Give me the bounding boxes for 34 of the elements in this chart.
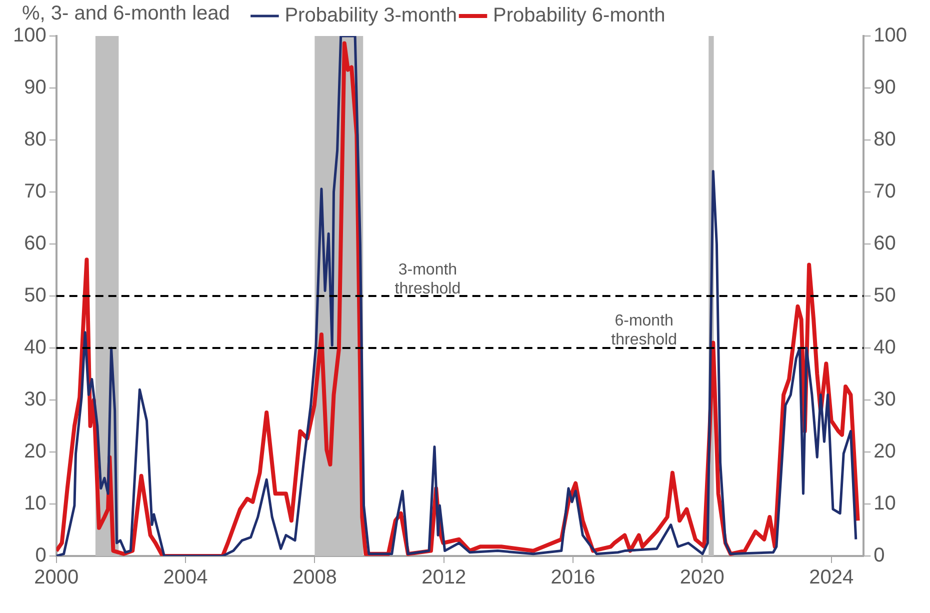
x-tick-label: 2016 [550, 566, 596, 589]
y-tick-label: 30 [24, 388, 46, 411]
y-tick-label: 40 [24, 336, 46, 359]
x-tick-label: 2024 [809, 566, 854, 589]
y-tick-label: 10 [24, 492, 46, 515]
y-tick-label: 60 [24, 232, 46, 255]
x-tick-label: 2020 [680, 566, 724, 589]
ref-line-label: 6-month threshold [611, 312, 677, 348]
y2-tick-label: 30 [874, 388, 896, 411]
y-tick-label: 0 [35, 544, 46, 567]
y-tick-label: 90 [24, 76, 46, 99]
y2-tick-label: 100 [874, 24, 908, 47]
x-tick-label: 2000 [34, 566, 79, 589]
ref-line-label: 3-month threshold [394, 261, 461, 298]
y2-tick-label: 90 [874, 76, 896, 99]
y2-tick-label: 0 [874, 544, 885, 567]
y-axis-title: %, 3- and 6-month lead [22, 2, 230, 25]
y2-tick-label: 40 [874, 336, 896, 359]
y-tick-label: 100 [12, 24, 46, 47]
y-tick-label: 70 [24, 180, 46, 203]
y2-tick-label: 20 [874, 440, 896, 463]
y-tick-label: 50 [24, 284, 46, 307]
legend-label: Probability 6-month [493, 4, 666, 27]
x-tick-label: 2008 [292, 566, 337, 589]
y-tick-label: 20 [24, 440, 46, 463]
x-tick-label: 2012 [422, 566, 466, 589]
x-tick-label: 2004 [163, 566, 208, 589]
y2-tick-label: 80 [874, 128, 896, 151]
y-tick-label: 80 [24, 128, 46, 151]
y2-tick-label: 10 [874, 492, 896, 515]
y2-tick-label: 60 [874, 232, 896, 255]
y2-tick-label: 70 [874, 180, 896, 203]
y2-tick-label: 50 [874, 284, 896, 307]
legend-label: Probability 3-month [284, 4, 458, 27]
